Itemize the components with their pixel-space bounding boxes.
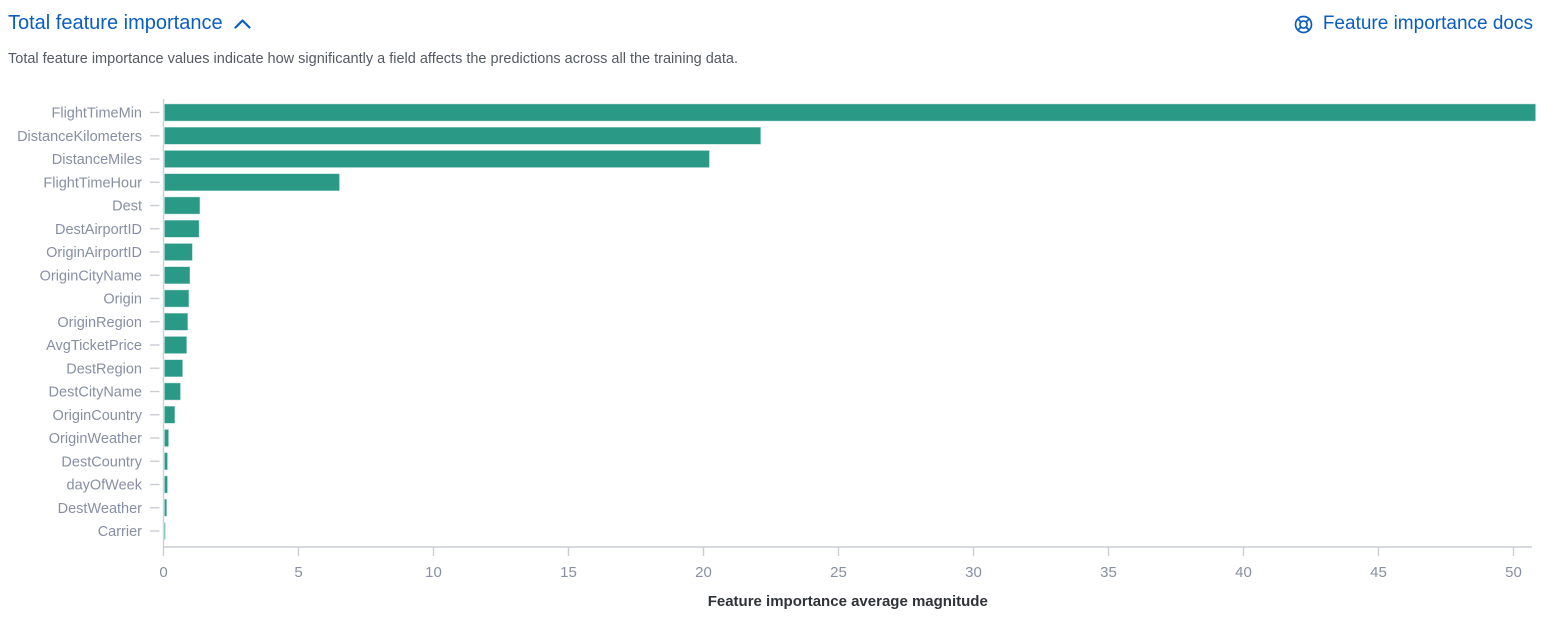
y-category-label: FlightTimeMin [51, 106, 142, 122]
y-category-label: DestCityName [49, 385, 142, 401]
y-category-label: OriginRegion [57, 315, 142, 331]
bar-Carrier[interactable] [163, 521, 167, 541]
section-title: Total feature importance [8, 12, 223, 34]
y-category-label: Carrier [98, 524, 142, 540]
y-category-label: DestAirportID [55, 222, 142, 238]
y-category-label: DistanceMiles [52, 152, 142, 168]
x-tick-label: 15 [560, 564, 577, 581]
bar-DestRegion[interactable] [163, 359, 184, 378]
bar-OriginWeather[interactable] [163, 428, 170, 448]
y-category-label: FlightTimeHour [43, 175, 142, 191]
bar-OriginRegion[interactable] [163, 312, 189, 331]
x-tick-label: 50 [1505, 564, 1522, 581]
x-tick-label: 20 [695, 564, 712, 581]
x-tick-label: 40 [1235, 564, 1252, 581]
bar-OriginAirportID[interactable] [163, 242, 194, 262]
docs-link-label: Feature importance docs [1322, 13, 1533, 34]
section-description: Total feature importance values indicate… [8, 51, 738, 67]
bar-DestWeather[interactable] [163, 498, 168, 517]
bar-DistanceKilometers[interactable] [163, 126, 762, 145]
x-tick-label: 45 [1370, 564, 1387, 581]
total-feature-importance-accordion-toggle[interactable]: Total feature importance [8, 12, 252, 35]
bar-DestCityName[interactable] [163, 382, 182, 401]
x-axis-title: Feature importance average magnitude [708, 593, 988, 610]
y-category-label: OriginWeather [49, 431, 142, 447]
y-category-label: Origin [103, 292, 142, 308]
bar-AvgTicketPrice[interactable] [163, 335, 188, 355]
y-category-label: Dest [112, 199, 142, 215]
bar-OriginCityName[interactable] [163, 266, 191, 285]
bar-dayOfWeek[interactable] [163, 475, 169, 494]
bar-FlightTimeMin[interactable] [163, 103, 1537, 122]
bar-Origin[interactable] [163, 289, 190, 308]
feature-importance-docs-link[interactable]: Feature importance docs [1293, 13, 1533, 35]
bar-OriginCountry[interactable] [163, 405, 176, 424]
bar-DestAirportID[interactable] [163, 219, 200, 238]
y-category-label: OriginCountry [53, 408, 143, 424]
y-category-label: dayOfWeek [67, 478, 143, 494]
x-tick-label: 30 [965, 564, 982, 581]
x-tick-label: 35 [1100, 564, 1117, 581]
bar-DestCountry[interactable] [163, 452, 169, 471]
x-tick-label: 10 [425, 564, 442, 581]
y-category-label: OriginAirportID [46, 245, 142, 261]
y-category-label: OriginCityName [40, 268, 142, 284]
x-tick-label: 25 [830, 564, 847, 581]
x-tick-label: 5 [294, 564, 302, 581]
x-tick-label: 0 [159, 564, 167, 581]
y-category-label: DestWeather [58, 501, 143, 517]
bar-FlightTimeHour[interactable] [163, 173, 341, 192]
bar-DistanceMiles[interactable] [163, 149, 711, 169]
y-category-label: DestCountry [61, 454, 142, 470]
bar-Dest[interactable] [163, 196, 201, 215]
y-category-label: AvgTicketPrice [46, 338, 142, 354]
help-lifering-icon [1293, 14, 1314, 35]
y-category-label: DistanceKilometers [17, 129, 142, 145]
chevron-up-icon [233, 18, 252, 30]
y-category-label: DestRegion [66, 361, 142, 377]
